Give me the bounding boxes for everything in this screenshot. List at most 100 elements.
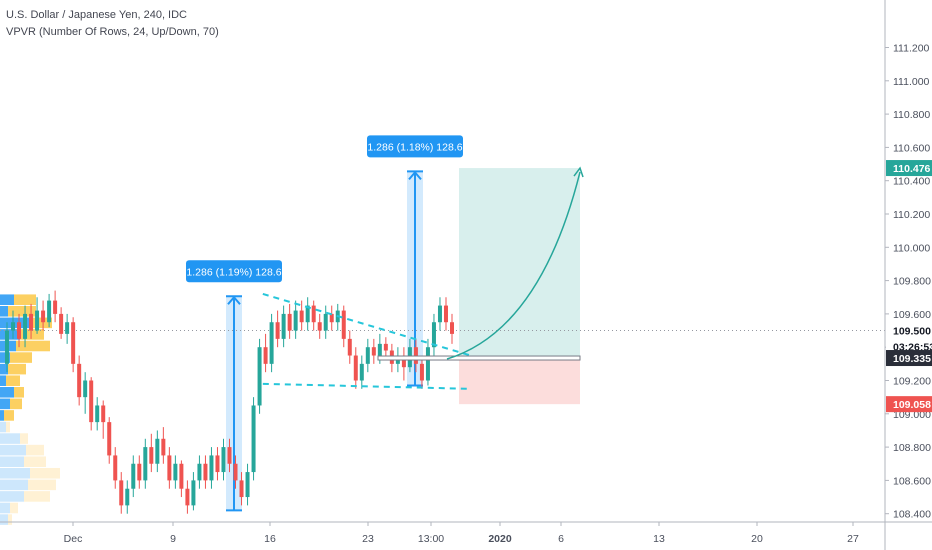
measure-label: 1.286 (1.18%) 128.6 xyxy=(367,141,462,153)
candle-body xyxy=(251,405,256,473)
indicator-label[interactable]: VPVR (Number Of Rows, 24, Up/Down, 70) xyxy=(6,26,219,38)
candle-body xyxy=(77,363,82,398)
candle-body xyxy=(347,338,352,356)
volume-profile-down-bar xyxy=(24,456,46,467)
price-tick-label: 111.200 xyxy=(893,43,930,55)
candle-body xyxy=(47,300,52,323)
volume-profile-up-bar xyxy=(0,294,14,305)
candle-body xyxy=(125,488,130,506)
volume-profile-up-bar xyxy=(0,329,20,340)
volume-profile-down-bar xyxy=(10,398,22,410)
price-tick-label: 109.600 xyxy=(893,309,931,321)
time-tick-label: 9 xyxy=(170,533,176,545)
volume-profile-up-bar xyxy=(0,467,30,479)
price-tag-box xyxy=(886,322,932,339)
price-tag-box xyxy=(886,160,932,177)
time-tick-label: 2020 xyxy=(488,533,512,545)
volume-profile-down-bar xyxy=(20,329,44,340)
candle-body xyxy=(323,313,328,331)
candle-body xyxy=(35,310,40,331)
volume-profile-up-bar xyxy=(0,502,10,514)
price-tag-label: 109.058 xyxy=(893,399,931,411)
measure-arrow-head xyxy=(227,295,241,305)
candle-body xyxy=(353,355,358,381)
candle-body xyxy=(53,300,58,314)
measure-arrow-head xyxy=(408,170,422,181)
candle-body xyxy=(89,380,94,423)
candle-body xyxy=(59,313,64,334)
position-profit-zone[interactable] xyxy=(459,168,580,359)
candle-body xyxy=(269,322,274,364)
candle-body xyxy=(173,463,178,481)
candle-body xyxy=(161,438,166,456)
candle-body xyxy=(149,447,154,464)
candle-body xyxy=(143,447,148,481)
candle-body xyxy=(191,480,196,506)
chart-legend: U.S. Dollar / Japanese Yen, 240, IDC VPV… xyxy=(6,7,219,41)
price-tag-label: 110.476 xyxy=(893,163,931,175)
candle-body xyxy=(281,313,286,339)
candle-body xyxy=(23,313,28,339)
candle-body xyxy=(119,480,124,506)
volume-profile-down-bar xyxy=(24,491,50,502)
candle-body xyxy=(365,347,370,364)
volume-profile-down-bar xyxy=(30,317,52,329)
time-tick-label: 23 xyxy=(362,533,374,545)
candle-body xyxy=(29,313,34,331)
position-loss-zone[interactable] xyxy=(459,358,580,405)
candle-body xyxy=(317,322,322,331)
volume-profile-down-bar xyxy=(16,340,50,352)
volume-profile-up-bar xyxy=(0,386,14,398)
candle-body xyxy=(299,310,304,323)
projection-curve[interactable] xyxy=(446,171,581,360)
candle-body xyxy=(221,447,226,473)
time-tick-label: 20 xyxy=(751,533,763,545)
candle-body xyxy=(419,363,424,381)
time-tick-label: Dec xyxy=(64,533,83,545)
volume-profile-down-bar xyxy=(6,375,20,386)
price-tag-box xyxy=(886,350,932,367)
position-entry-line[interactable] xyxy=(377,355,581,361)
candle-body xyxy=(107,422,112,456)
volume-profile-up-bar xyxy=(0,491,24,502)
candle-body xyxy=(293,310,298,331)
volume-profile-up-bar xyxy=(0,421,6,433)
price-tick-label: 111.000 xyxy=(893,76,930,88)
drawings-layer[interactable]: 1.286 (1.19%) 128.6 1.286 (1.18%) 128.6 xyxy=(0,135,885,512)
candle-body xyxy=(341,310,346,339)
candle-body xyxy=(215,455,220,473)
candle-body xyxy=(239,480,244,498)
volume-profile-up-bar xyxy=(0,410,4,421)
volume-profile-down-bar xyxy=(10,502,18,514)
candle-body xyxy=(167,455,172,481)
price-tick-label: 110.600 xyxy=(893,142,930,154)
measure-label-box xyxy=(367,135,463,158)
candle-body xyxy=(275,322,280,339)
trendline[interactable] xyxy=(262,292,471,357)
candle-body xyxy=(383,343,388,351)
candle-body xyxy=(359,363,364,381)
volume-profile-down-bar xyxy=(4,410,14,421)
candle-body xyxy=(155,438,160,464)
price-tick-label: 110.200 xyxy=(893,209,930,221)
candle-body xyxy=(185,488,190,506)
candle-body xyxy=(179,463,184,489)
price-tick-label: 108.800 xyxy=(893,442,931,454)
candle-body xyxy=(450,322,454,334)
candle-body xyxy=(263,347,268,364)
measure-label-box xyxy=(186,260,282,283)
candle-body xyxy=(287,313,292,331)
drawings-front-layer[interactable] xyxy=(262,166,584,390)
volume-profile-down-bar xyxy=(10,352,32,363)
candle-body xyxy=(71,322,76,364)
volume-profile-up-bar xyxy=(0,363,8,375)
candle-body xyxy=(311,305,316,323)
candle-body xyxy=(401,355,406,368)
volume-profile-down-bar xyxy=(30,467,60,479)
price-tick-label: 108.600 xyxy=(893,475,931,487)
price-tick-label: 109.800 xyxy=(893,276,931,288)
trendline[interactable] xyxy=(262,382,471,390)
volume-profile-up-bar xyxy=(0,456,24,467)
candle-body xyxy=(425,347,430,381)
